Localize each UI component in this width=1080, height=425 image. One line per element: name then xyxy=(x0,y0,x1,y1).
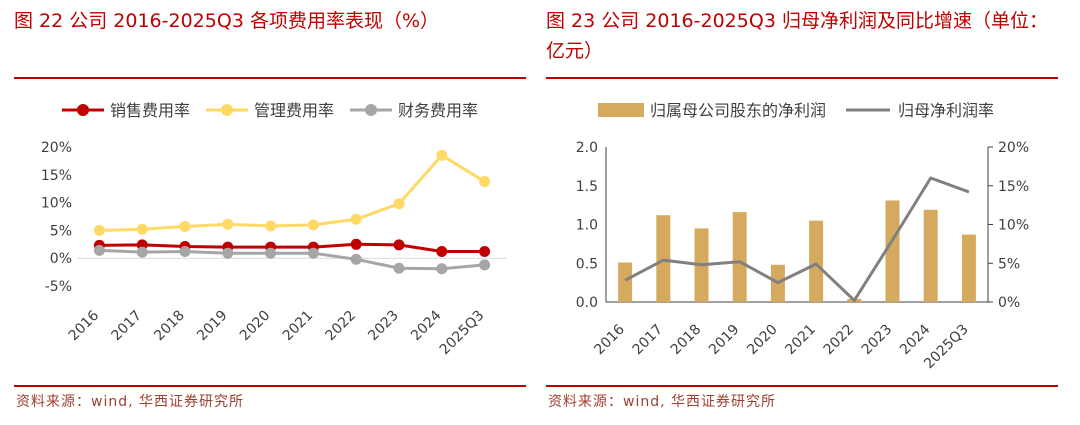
x-tick-label: 2017 xyxy=(630,322,667,359)
series-point-1 xyxy=(307,219,319,231)
series-point-1 xyxy=(479,175,491,187)
bar xyxy=(618,262,633,302)
series-point-1 xyxy=(93,224,105,236)
x-tick-label: 2020 xyxy=(744,322,781,359)
right-tick-label: 5% xyxy=(998,256,1020,272)
bar xyxy=(809,220,824,302)
left-tick-label: 0.0 xyxy=(576,295,598,311)
x-tick-label: 2021 xyxy=(782,322,819,359)
y-tick-label: -5% xyxy=(45,279,72,295)
x-tick-label: 2020 xyxy=(237,308,274,345)
series-point-1 xyxy=(265,220,277,232)
legend-bar-swatch xyxy=(598,103,644,117)
x-tick-label: 2022 xyxy=(323,308,360,345)
series-point-0 xyxy=(393,239,405,251)
series-point-2 xyxy=(222,247,234,259)
legend-label-0: 销售费用率 xyxy=(110,101,190,120)
y-tick-label: 0% xyxy=(50,251,72,267)
bar xyxy=(732,212,747,302)
figure-23-title: 图 23 公司 2016-2025Q3 归母净利润及同比增速（单位：亿元） xyxy=(546,10,1048,62)
series-line-0 xyxy=(99,242,485,254)
figure-23-bottom-rule xyxy=(546,385,1058,387)
left-tick-label: 1.0 xyxy=(576,218,598,234)
series-point-2 xyxy=(479,259,491,271)
series-point-2 xyxy=(350,253,362,265)
series-point-2 xyxy=(393,262,405,274)
right-tick-label: 0% xyxy=(998,295,1020,311)
series-point-2 xyxy=(436,263,448,275)
right-tick-label: 10% xyxy=(998,218,1029,234)
series-point-1 xyxy=(136,223,148,235)
figure-22-bottom-rule xyxy=(14,385,526,387)
bar xyxy=(885,200,900,302)
figure-23-source: 资料来源：wind, 华西证券研究所 xyxy=(548,394,776,410)
y-tick-label: 10% xyxy=(41,196,72,212)
x-tick-label: 2017 xyxy=(109,308,146,345)
series-point-1 xyxy=(179,221,191,233)
y-tick-label: 20% xyxy=(41,140,72,156)
x-tick-label: 2019 xyxy=(706,322,743,359)
series-point-1 xyxy=(393,198,405,210)
series-point-1 xyxy=(222,218,234,230)
figure-22-top-rule xyxy=(14,77,526,79)
x-tick-label: 2016 xyxy=(591,321,628,358)
x-tick-label: 2016 xyxy=(66,307,103,344)
series-point-1 xyxy=(436,149,448,161)
bar xyxy=(961,234,976,302)
x-tick-label: 2024 xyxy=(408,307,445,344)
right-tick-label: 20% xyxy=(998,140,1029,156)
figure-22-panel: 图 22 公司 2016-2025Q3 各项费用率表现（%） 销售费用率 管理费用… xyxy=(14,0,526,425)
legend-marker-2 xyxy=(365,104,377,116)
series-line-1 xyxy=(99,153,486,232)
left-tick-label: 2.0 xyxy=(576,140,598,156)
x-tick-label: 2018 xyxy=(151,308,188,345)
legend-label-1: 管理费用率 xyxy=(254,101,334,120)
figure-22-source: 资料来源：wind, 华西证券研究所 xyxy=(16,394,244,410)
series-point-2 xyxy=(136,246,148,258)
x-tick-label: 2025Q3 xyxy=(437,308,488,359)
series-point-0 xyxy=(479,246,491,258)
series-point-2 xyxy=(179,246,191,258)
series-point-1 xyxy=(350,213,362,225)
legend-marker-0 xyxy=(77,104,89,116)
y-tick-label: 5% xyxy=(50,223,72,239)
legend-line-label: 归母净利润率 xyxy=(898,101,994,120)
right-tick-label: 15% xyxy=(998,179,1029,195)
x-tick-label: 2023 xyxy=(859,322,896,359)
left-tick-label: 0.5 xyxy=(576,256,598,272)
series-point-2 xyxy=(307,247,319,259)
series-point-0 xyxy=(436,246,448,258)
figure-23-top-rule xyxy=(546,77,1058,79)
x-tick-label: 2022 xyxy=(821,322,858,359)
series-point-2 xyxy=(93,244,105,256)
series-point-0 xyxy=(350,238,362,250)
y-tick-label: 15% xyxy=(41,168,72,184)
x-tick-label: 2023 xyxy=(365,308,402,345)
legend-label-2: 财务费用率 xyxy=(398,101,478,120)
figure-22-title: 图 22 公司 2016-2025Q3 各项费用率表现（%） xyxy=(14,10,439,32)
net-margin-line xyxy=(624,176,970,302)
left-tick-label: 1.5 xyxy=(576,179,598,195)
figure-23-chart: 归属母公司股东的净利润 归母净利润率 2.0 1.5 1.0 0.5 0.0 20% 15% 10… xyxy=(576,101,1029,372)
x-tick-label: 2018 xyxy=(668,322,705,359)
legend-marker-1 xyxy=(221,104,233,116)
x-tick-label: 2019 xyxy=(194,308,231,345)
bar xyxy=(923,209,938,302)
bar xyxy=(656,215,671,302)
x-tick-label: 2021 xyxy=(280,308,317,345)
legend-bar-label: 归属母公司股东的净利润 xyxy=(650,101,826,120)
series-point-2 xyxy=(265,247,277,259)
figure-23-panel: 图 23 公司 2016-2025Q3 归母净利润及同比增速（单位：亿元） 归属… xyxy=(546,0,1058,425)
series-line-2 xyxy=(99,248,485,271)
